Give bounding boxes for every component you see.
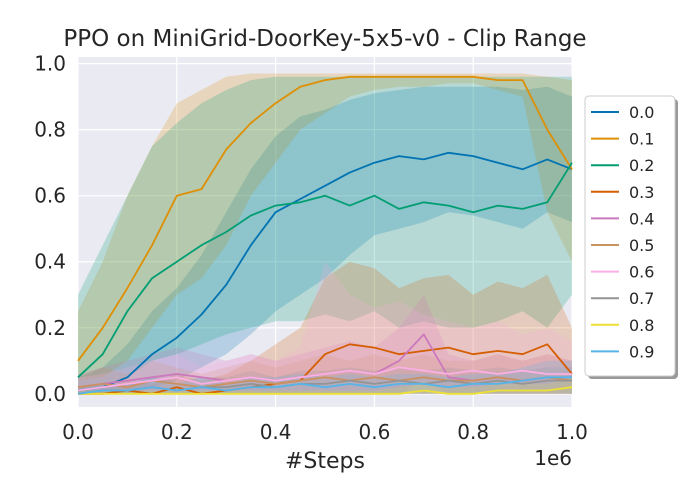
y-tick-label: 1.0 [34, 52, 66, 76]
y-tick-label: 0.6 [34, 184, 66, 208]
band-series-0.6 [78, 261, 572, 394]
legend-label-0.6: 0.6 [629, 263, 654, 282]
x-axis-label: #Steps [285, 449, 365, 474]
legend-label-0.9: 0.9 [629, 342, 654, 361]
x-tick-label: 1.0 [556, 420, 588, 444]
band-series-0.1 [78, 73, 572, 381]
x-axis-scale-label: 1e6 [534, 446, 572, 470]
legend-label-0.0: 0.0 [629, 103, 654, 122]
band-series-0.8 [78, 377, 572, 394]
band-series-0.3 [78, 261, 572, 394]
x-axis-ticks: 0.0 0.2 0.4 0.6 0.8 1.0 [62, 420, 588, 444]
legend-label-0.1: 0.1 [629, 130, 654, 149]
legend: 0.0 0.1 0.2 0.3 0.4 0.5 0.6 0.7 0.8 0.9 [584, 95, 678, 379]
line-series-0.9 [77, 376, 572, 395]
line-series-0.8 [78, 386, 573, 395]
legend-label-0.3: 0.3 [629, 183, 654, 202]
x-tick-label: 0.0 [62, 420, 94, 444]
series-lines [77, 75, 573, 395]
chart-title: PPO on MiniGrid-DoorKey-5x5-v0 - Clip Ra… [63, 26, 586, 52]
x-tick-label: 0.8 [457, 420, 489, 444]
legend-label-0.8: 0.8 [629, 316, 654, 335]
x-tick-label: 0.4 [260, 420, 292, 444]
band-series-0.0 [78, 86, 572, 394]
x-tick-label: 0.6 [358, 420, 390, 444]
band-series-0.4 [78, 294, 572, 394]
line-series-0.5 [77, 376, 573, 389]
line-series-0.2 [77, 162, 573, 378]
line-series-0.6 [77, 366, 572, 392]
legend-label-0.5: 0.5 [629, 236, 654, 255]
x-tick-label: 0.2 [161, 420, 193, 444]
y-tick-label: 0.0 [34, 382, 66, 406]
line-series-0.0 [77, 151, 573, 392]
legend-label-0.2: 0.2 [629, 156, 654, 175]
y-tick-label: 0.4 [34, 250, 66, 274]
y-tick-label: 0.2 [34, 316, 66, 340]
line-series-0.1 [77, 75, 573, 362]
legend-label-0.4: 0.4 [629, 209, 654, 228]
y-tick-label: 0.8 [34, 118, 66, 142]
line-series-0.3 [78, 343, 573, 395]
y-axis-ticks: 0.0 0.2 0.4 0.6 0.8 1.0 [34, 52, 66, 406]
legend-label-0.7: 0.7 [629, 289, 654, 308]
